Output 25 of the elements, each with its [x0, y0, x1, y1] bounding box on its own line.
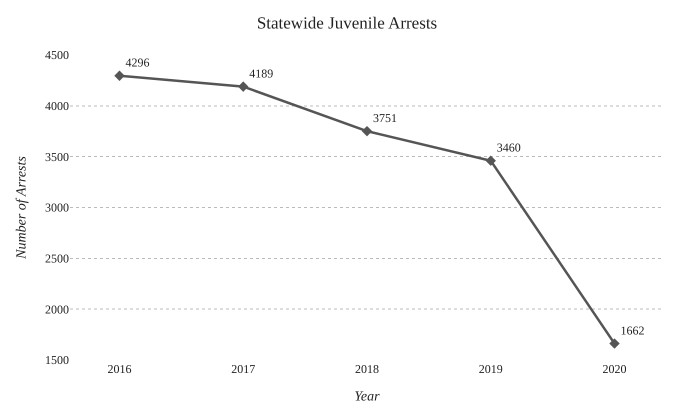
- y-tick-label: 2500: [45, 252, 69, 266]
- y-tick-label: 1500: [45, 353, 69, 368]
- data-label: 4189: [249, 66, 274, 81]
- point: [362, 126, 372, 136]
- x-tick-label: 2018: [355, 362, 379, 376]
- point: [486, 156, 496, 166]
- y-tick-label: 2000: [45, 302, 69, 316]
- data-label: 4296: [126, 56, 150, 70]
- data-label: 1662: [620, 324, 644, 338]
- y-axis-title: Number of Arrests: [14, 156, 30, 260]
- y-tick-label: 3500: [45, 150, 69, 164]
- point: [238, 81, 248, 92]
- data-label: 3751: [373, 111, 397, 126]
- x-tick-label: 2020: [602, 362, 626, 376]
- y-tick-label: 4500: [45, 48, 69, 62]
- y-tick-label: 3000: [45, 200, 69, 215]
- point: [114, 70, 125, 81]
- x-tick-label: 2016: [108, 362, 132, 376]
- x-tick-label: 2017: [231, 362, 256, 376]
- chart-title: Statewide Juvenile Arrests: [256, 14, 438, 33]
- y-tick-label: 4000: [45, 99, 69, 114]
- point: [609, 338, 620, 349]
- data-label: 3460: [496, 140, 521, 155]
- x-tick-label: 2019: [478, 362, 503, 376]
- x-axis-title: Year: [354, 389, 380, 404]
